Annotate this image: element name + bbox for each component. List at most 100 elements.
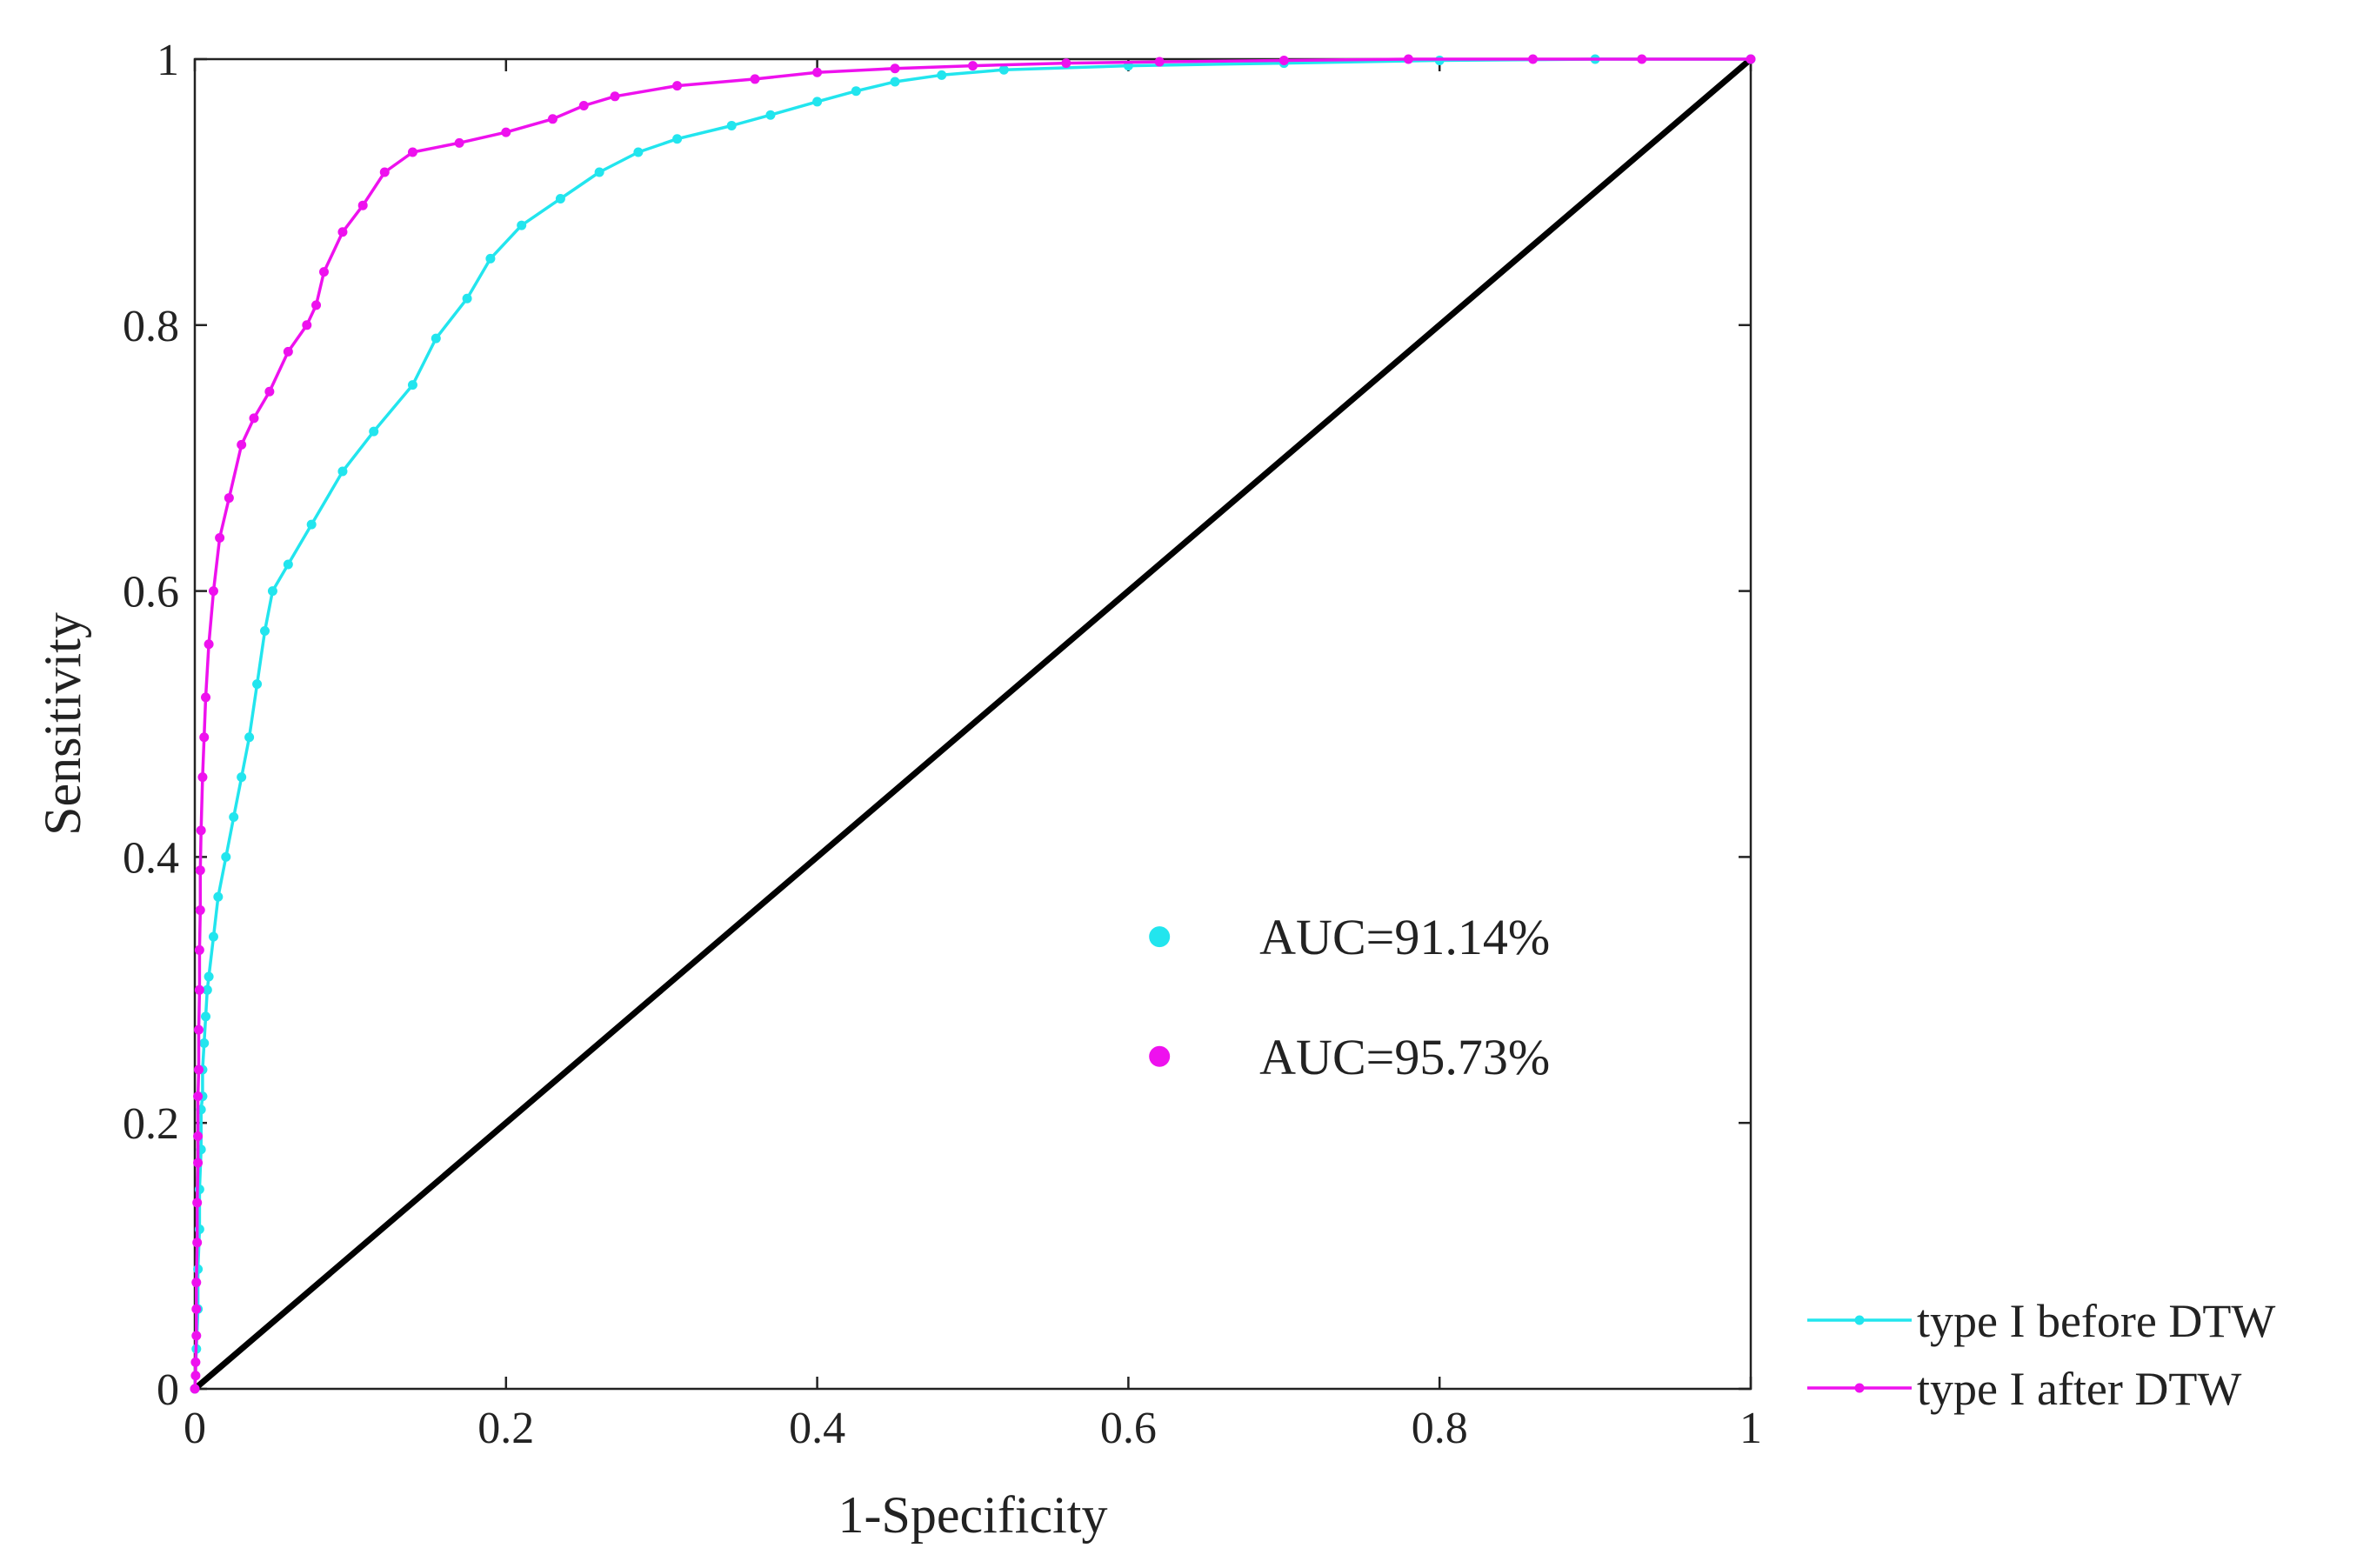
y-tick-label: 1 (157, 36, 179, 85)
data-point-before (407, 380, 417, 390)
legend-entry-before: type I before DTW (1807, 1295, 2275, 1347)
data-point-after (750, 74, 760, 84)
data-point-before (485, 253, 496, 264)
data-point-after (672, 81, 683, 91)
data-point-after (208, 586, 218, 597)
y-tick-label: 0 (157, 1365, 179, 1415)
y-tick-label: 0.2 (123, 1099, 179, 1149)
x-tick-label: 1 (1739, 1404, 1762, 1453)
data-point-before (260, 625, 270, 636)
data-point-after (194, 984, 204, 995)
axis-tick-labels: 0 0.2 0.4 0.6 0.8 1 0 0.2 0.4 0.6 0.8 1 (123, 36, 1762, 1453)
data-point-after (237, 439, 247, 450)
data-point-before (213, 891, 224, 902)
x-tick-label: 0.2 (477, 1404, 534, 1453)
data-point-after (1746, 54, 1756, 64)
data-point-after (201, 692, 211, 703)
data-point-after (283, 346, 293, 357)
data-point-after (812, 67, 823, 77)
data-point-before (199, 1038, 210, 1048)
auc-annotations: AUC=91.14% AUC=95.73% (1149, 909, 1550, 1085)
data-point-after (193, 1158, 204, 1168)
data-point-after (311, 300, 322, 310)
data-point-before (555, 194, 565, 204)
data-point-after (501, 127, 511, 137)
auc-marker-before (1149, 926, 1171, 948)
legend-marker-after (1854, 1383, 1865, 1393)
data-point-before (208, 931, 218, 942)
data-point-after (302, 320, 312, 330)
y-tick-label: 0.6 (123, 568, 179, 617)
data-point-before (726, 120, 737, 130)
data-point-after (1403, 54, 1413, 64)
data-point-after (196, 825, 206, 836)
data-point-after (1278, 56, 1289, 66)
data-point-after (1637, 54, 1647, 64)
data-point-before (204, 971, 214, 982)
data-point-before (765, 110, 776, 120)
data-point-after (224, 493, 234, 504)
data-point-after (191, 1304, 202, 1314)
y-axis-title: Sensitivity (34, 612, 91, 836)
data-point-before (812, 97, 823, 107)
data-point-after (264, 386, 275, 397)
auc-label-before: AUC=91.14% (1259, 909, 1550, 965)
data-point-before (244, 732, 255, 743)
data-point-after (191, 1331, 202, 1341)
auc-marker-after (1149, 1045, 1171, 1067)
legend-entry-after: type I after DTW (1807, 1363, 2241, 1415)
data-point-after (190, 1384, 200, 1394)
data-point-before (252, 679, 263, 690)
data-point-after (379, 167, 390, 177)
data-point-after (1061, 58, 1072, 69)
data-point-before (202, 984, 212, 995)
data-point-before (462, 293, 472, 304)
data-point-before (221, 851, 231, 862)
legend-label-after: type I after DTW (1917, 1363, 2241, 1415)
data-point-before (594, 167, 604, 177)
data-point-after (578, 101, 589, 111)
data-point-after (193, 1091, 204, 1102)
data-point-after (194, 944, 204, 955)
x-tick-label: 0.6 (1100, 1404, 1157, 1453)
y-tick-label: 0.4 (123, 833, 179, 883)
data-point-after (357, 200, 368, 210)
x-tick-label: 0 (184, 1404, 206, 1453)
x-axis-title: 1-Specificity (838, 1486, 1108, 1544)
data-point-after (337, 227, 348, 237)
series-layer (190, 54, 1756, 1394)
data-point-before (306, 519, 317, 530)
data-point-after (192, 1238, 203, 1248)
data-point-before (369, 426, 379, 437)
legend-marker-before (1854, 1315, 1865, 1325)
data-point-after (195, 865, 205, 876)
y-tick-label: 0.8 (123, 302, 179, 351)
legend-label-before: type I before DTW (1917, 1295, 2275, 1347)
data-point-before (890, 77, 900, 87)
data-point-after (547, 114, 557, 124)
chance-diagonal-line (192, 57, 1753, 1391)
data-point-after (1528, 54, 1539, 64)
x-tick-label: 0.4 (789, 1404, 845, 1453)
data-point-after (890, 63, 900, 74)
data-point-after (195, 905, 205, 916)
data-point-before (431, 333, 441, 344)
data-point-before (237, 772, 247, 783)
data-point-after (199, 732, 210, 743)
x-tick-label: 0.8 (1412, 1404, 1468, 1453)
data-point-after (191, 1278, 202, 1288)
data-point-after (1154, 57, 1165, 67)
plot-area: 0 0.2 0.4 0.6 0.8 100.20.40.60.81 AUC=91.14%A… (123, 36, 1762, 1453)
data-point-after (249, 413, 259, 424)
data-point-after (193, 1064, 204, 1075)
data-point-before (633, 147, 644, 157)
auc-label-after: AUC=95.73% (1259, 1029, 1550, 1085)
legend: type I before DTW type I after DTW (1807, 1295, 2275, 1415)
data-point-before (283, 559, 293, 570)
data-point-before (937, 70, 947, 80)
axes-box (193, 57, 1752, 1391)
data-point-after (204, 639, 214, 650)
data-point-after (197, 772, 208, 783)
data-point-after (454, 137, 464, 148)
